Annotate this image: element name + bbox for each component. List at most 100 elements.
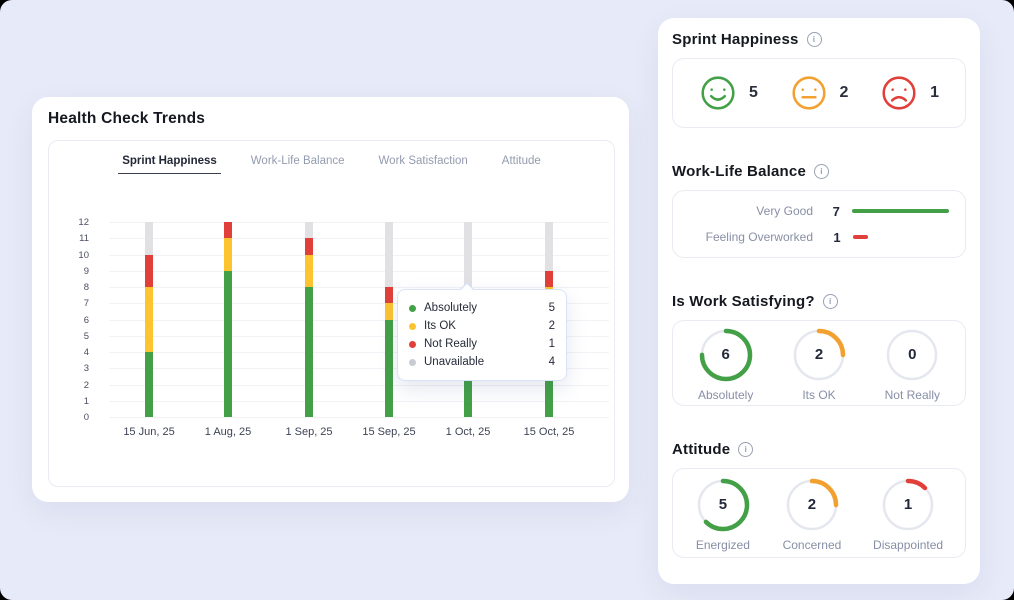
y-axis-tick: 4 xyxy=(83,347,89,358)
balance-label: Very Good xyxy=(756,204,813,218)
y-axis-tick: 12 xyxy=(78,217,89,228)
ring-gauge: 5 xyxy=(695,477,751,533)
bar-segment-unavailable[interactable] xyxy=(145,222,153,255)
y-axis-tick: 0 xyxy=(83,412,89,423)
info-icon[interactable]: i xyxy=(806,31,822,47)
gridline xyxy=(109,400,609,402)
section-heading-work-life-balance: Work-Life Balance i xyxy=(672,162,966,180)
work-life-balance-box: Very Good 7 Feeling Overworked 1 xyxy=(672,190,966,258)
ring-value: 0 xyxy=(908,346,917,363)
mood-item: 2 xyxy=(790,74,849,112)
info-icon[interactable]: i xyxy=(738,441,754,457)
bar-segment-not-really[interactable] xyxy=(385,287,393,304)
tooltip-row: Absolutely 5 xyxy=(409,299,555,317)
x-axis-label: 1 Sep, 25 xyxy=(285,426,333,438)
bar-segment-its-ok[interactable] xyxy=(385,303,393,320)
tooltip-row: Unavailable 4 xyxy=(409,353,555,371)
bar-segment-its-ok[interactable] xyxy=(145,287,153,352)
tab-work-satisfaction[interactable]: Work Satisfaction xyxy=(378,155,468,167)
balance-bar xyxy=(853,235,869,239)
bar-segment-unavailable[interactable] xyxy=(385,222,393,287)
gridline xyxy=(109,352,609,353)
x-axis-label: 1 Oct, 25 xyxy=(445,426,491,438)
x-axis-label: 15 Jun, 25 xyxy=(123,426,175,438)
y-axis-tick: 6 xyxy=(83,314,89,326)
y-axis-tick: 9 xyxy=(83,265,89,277)
tab-work-life-balance[interactable]: Work-Life Balance xyxy=(250,155,345,167)
ring-item: 2 Concerned xyxy=(782,477,842,552)
tooltip-row: Its OK 2 xyxy=(409,317,555,335)
ring-gauge-icon xyxy=(881,478,935,531)
legend-dot-icon xyxy=(409,322,416,330)
ring-item: 0 Not Really xyxy=(884,327,940,402)
bar-segment-absolutely[interactable] xyxy=(385,319,393,417)
ring-value: 5 xyxy=(718,496,728,513)
ring-value: 2 xyxy=(814,346,824,363)
balance-value: 7 xyxy=(832,203,840,219)
y-axis-tick: 11 xyxy=(79,233,89,245)
bar-segment-unavailable[interactable] xyxy=(545,222,553,271)
bar-segment-not-really[interactable] xyxy=(305,238,313,255)
y-axis-tick: 1 xyxy=(83,395,89,407)
section-heading-sprint-happiness: Sprint Happiness i xyxy=(672,30,966,48)
sprint-happiness-box: 5 2 1 xyxy=(672,58,966,128)
tab-sprint-happiness[interactable]: Sprint Happiness xyxy=(118,155,221,174)
ring-value: 2 xyxy=(807,496,817,513)
mood-count: 2 xyxy=(839,84,849,101)
summary-panel: Sprint Happiness i 5 2 1 Work-Life Balance… xyxy=(658,18,980,584)
tooltip-value: 2 xyxy=(548,320,555,332)
balance-value: 1 xyxy=(833,229,841,245)
bar-segment-not-really[interactable] xyxy=(145,254,153,287)
gridline xyxy=(109,335,609,337)
gridline xyxy=(109,254,609,256)
bar-segment-unavailable[interactable] xyxy=(464,222,472,287)
ring-label: Absolutely xyxy=(697,387,754,402)
mood-item: 1 xyxy=(880,74,939,112)
gridline xyxy=(109,238,609,240)
gridline xyxy=(109,270,609,272)
chart-tabs: Sprint Happiness Work-Life Balance Work Sa… xyxy=(49,155,614,174)
gridline xyxy=(109,384,609,386)
ring-label: Energized xyxy=(695,537,750,552)
gridline xyxy=(109,303,609,305)
bar-segment-unavailable[interactable] xyxy=(305,222,313,239)
bar-segment-its-ok[interactable] xyxy=(305,254,313,287)
legend-dot-icon xyxy=(409,340,416,348)
mood-count: 1 xyxy=(930,84,939,101)
ring-gauge-icon xyxy=(785,478,839,531)
chart-tooltip-rows: Absolutely 5 Its OK 2 Not Really 1 Unavailable… xyxy=(409,299,555,371)
tooltip-value: 5 xyxy=(548,302,555,314)
ring-gauge: 2 xyxy=(784,477,840,533)
ring-gauge-icon xyxy=(887,329,938,380)
gridline xyxy=(109,368,609,370)
ring-label: Concerned xyxy=(782,537,842,552)
bar-segment-not-really[interactable] xyxy=(545,270,553,287)
x-axis-label: 1 Aug, 25 xyxy=(204,426,252,438)
attitude-title: Attitude xyxy=(672,440,731,458)
bar-segment-its-ok[interactable] xyxy=(224,238,232,271)
info-icon[interactable]: i xyxy=(814,163,829,179)
ring-gauge: 6 xyxy=(698,327,754,383)
bar-segment-not-really[interactable] xyxy=(224,222,232,239)
work-life-balance-title: Work-Life Balance xyxy=(672,162,806,180)
ring-gauge-icon xyxy=(696,478,750,531)
balance-row: Very Good 7 xyxy=(673,204,949,219)
tab-attitude[interactable]: Attitude xyxy=(501,155,541,167)
attitude-box: 5 Energized 2 Concerned 1 Disappointed xyxy=(672,468,966,558)
ring-label: Its OK xyxy=(802,387,836,402)
balance-row: Feeling Overworked 1 xyxy=(673,230,949,245)
ring-gauge: 1 xyxy=(880,477,936,533)
legend-dot-icon xyxy=(409,358,416,366)
bar-segment-absolutely[interactable] xyxy=(224,270,232,417)
x-axis-label: 15 Sep, 25 xyxy=(362,426,416,438)
bar-segment-absolutely[interactable] xyxy=(305,287,313,417)
ring-item: 1 Disappointed xyxy=(873,477,943,552)
chart-tooltip: Absolutely 5 Its OK 2 Not Really 1 Unavailable… xyxy=(397,282,567,381)
section-heading-work-satisfying: Is Work Satisfying? i xyxy=(672,292,966,310)
info-icon[interactable]: i xyxy=(822,293,838,309)
x-axis-label: 15 Oct, 25 xyxy=(523,426,575,438)
work-satisfying-title: Is Work Satisfying? xyxy=(672,292,815,310)
y-axis-tick: 2 xyxy=(83,379,89,391)
bar-segment-absolutely[interactable] xyxy=(145,352,153,417)
